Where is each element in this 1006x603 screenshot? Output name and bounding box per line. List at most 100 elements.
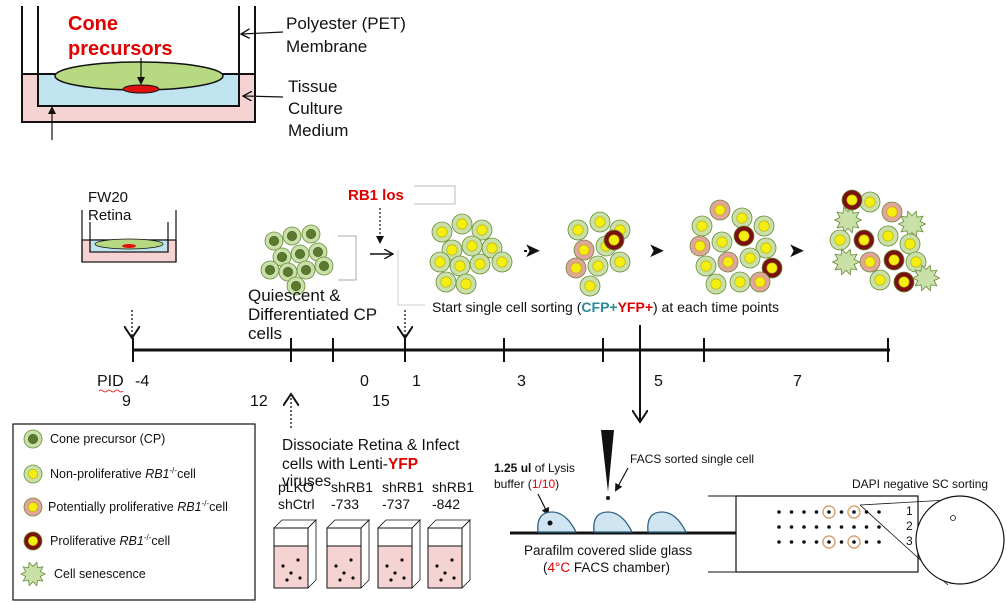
tube-label-line1: shRB1	[331, 479, 373, 495]
darkred-cell	[893, 271, 915, 293]
tick-label: 1	[412, 373, 421, 390]
membrane-label-line1: Polyester (PET)	[286, 14, 406, 33]
senescent-cell	[833, 206, 863, 234]
senescent-cell	[20, 561, 46, 587]
yellow-cell	[869, 269, 891, 291]
tube-label-line1: shRB1	[382, 479, 424, 495]
medium-label-line2: Culture	[288, 99, 343, 118]
tube-label-line2: -733	[331, 496, 359, 512]
tick-label: 9	[122, 393, 131, 410]
yellow-cell	[729, 271, 751, 293]
tube-label-line1: pLKO	[278, 479, 314, 495]
yellow-cell	[609, 251, 631, 273]
well-zoom-circle	[915, 495, 1005, 585]
transwell-insert-diagram: Cone precursors Polyester (PET) Membrane…	[21, 6, 406, 140]
yellow-cell	[431, 221, 453, 243]
pink-cell	[859, 251, 881, 273]
row-label: 3	[906, 534, 913, 548]
cp-cell	[301, 224, 321, 244]
yellow-cell	[905, 251, 927, 273]
cp-cell	[278, 262, 298, 282]
cp-cell	[282, 226, 302, 246]
darkred-cell	[761, 257, 783, 279]
pink-cell	[709, 199, 731, 221]
retina-well: FW20 Retina	[81, 189, 177, 263]
yellow-cell	[451, 213, 473, 235]
tick-label: 15	[372, 393, 390, 410]
tick-label: -4	[135, 373, 149, 390]
yellow-cell	[449, 255, 471, 277]
tick-label: 5	[654, 373, 663, 390]
retina-label-line2: Retina	[88, 207, 132, 224]
facs-nozzle	[601, 430, 614, 492]
tube-label-line1: shRB1	[432, 479, 474, 495]
chamber-label: (4°C FACS chamber)	[543, 560, 670, 575]
yellow-cell	[711, 231, 733, 253]
cp-cell	[23, 429, 43, 449]
pink-cell	[689, 235, 711, 257]
quiescent-line3: cells	[248, 324, 282, 343]
infection-line1: Dissociate Retina & Infect	[282, 437, 460, 454]
virus-tube: shRB1-737	[377, 479, 424, 589]
senescent-cell	[831, 248, 861, 276]
darkred-cell	[733, 225, 755, 247]
tube-label-line2: shCtrl	[278, 496, 315, 512]
tube-label-line2: -842	[432, 496, 460, 512]
legend-item-cone-precursor: Cone precursor (CP)	[50, 432, 165, 446]
virus-tube: shRB1-733	[326, 479, 373, 589]
yellow-cell	[755, 237, 777, 259]
plate-zoom	[735, 495, 919, 573]
quiescent-line2: Differentiated CP	[248, 305, 377, 324]
yellow-cell	[567, 219, 589, 241]
infection-section: Dissociate Retina & Infect cells with Le…	[273, 437, 474, 589]
darkred-cell	[841, 189, 863, 211]
timeline: PID -4 0 1 3 5 7 9 12 15	[97, 310, 890, 428]
darkred-cell	[883, 249, 905, 271]
lysis-line2: buffer (1/10)	[494, 477, 559, 491]
progression-arrows: ➤ ➤ ➤	[524, 240, 805, 262]
cp-cell	[296, 260, 316, 280]
senescent-cell	[897, 210, 927, 238]
tick-label: 12	[250, 393, 268, 410]
yellow-cell	[877, 225, 899, 247]
cone-label-line1: Cone	[68, 13, 118, 35]
infection-line3: viruses	[282, 473, 331, 490]
cp-cell	[314, 256, 334, 276]
pid-label: PID	[97, 373, 124, 390]
yellow-cell	[429, 251, 451, 273]
yellow-cell	[899, 233, 921, 255]
darkred-cell	[853, 229, 875, 251]
medium-label-line3: Medium	[288, 121, 348, 140]
pink-cell	[573, 239, 595, 261]
yellow-cell	[455, 273, 477, 295]
yellow-cell	[739, 247, 761, 269]
tick-label: 7	[793, 373, 802, 390]
yellow-cell	[471, 219, 493, 241]
cp-cell	[290, 244, 310, 264]
cp-cell	[286, 276, 306, 296]
facs-section: 1.25 ul of Lysis buffer (1/10) FACS sort…	[494, 430, 1005, 586]
yellow-cell	[435, 271, 457, 293]
yellow-cell	[589, 211, 611, 233]
yellow-cell	[587, 255, 609, 277]
rb1-loss-label: RB1 los	[348, 187, 404, 204]
row-label: 1	[906, 504, 913, 518]
cp-cell	[264, 231, 284, 251]
tick-label: 0	[360, 373, 369, 390]
yellow-cell	[469, 253, 491, 275]
medium-label-line1: Tissue	[288, 77, 337, 96]
row-label: 2	[906, 519, 913, 533]
legend-item-non-proliferative: Non-proliferative RB1-/-cell	[50, 466, 196, 481]
infection-line2: cells with Lenti-YFP	[282, 456, 418, 473]
svg-text:➤: ➤	[648, 240, 665, 262]
pink-cell	[749, 271, 771, 293]
yellow-cell	[705, 273, 727, 295]
facs-sorted-label: FACS sorted single cell	[630, 452, 754, 466]
yellow-cell	[579, 275, 601, 297]
legend-item-senescence: Cell senescence	[54, 567, 146, 581]
legend-item-potentially-proliferative: Potentially proliferative RB1-/-cell	[48, 499, 228, 514]
yellow-cell	[753, 215, 775, 237]
svg-text:➤: ➤	[524, 240, 541, 262]
